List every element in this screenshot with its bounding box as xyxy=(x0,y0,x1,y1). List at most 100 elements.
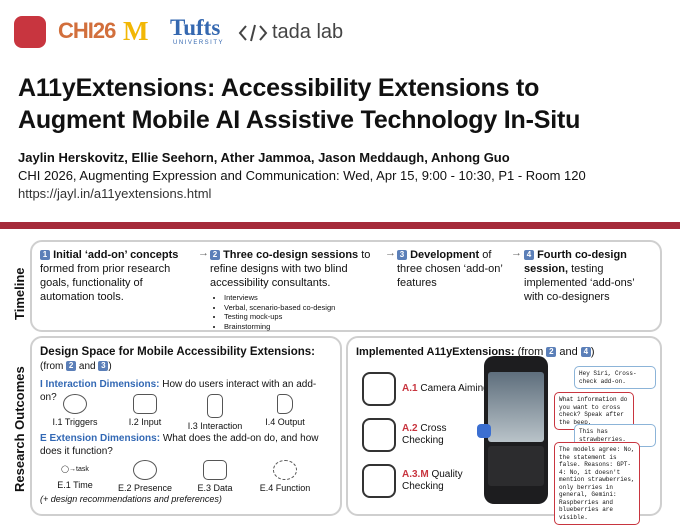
icon xyxy=(362,464,396,498)
step-text: testing implemented ‘add-ons’ with co-de… xyxy=(524,263,635,303)
url[interactable]: https://jayl.in/a11yextensions.html xyxy=(18,186,212,201)
arrow: → xyxy=(511,247,522,259)
from-refs: (from 2 and 3) xyxy=(40,360,112,373)
title-line: Augment Mobile AI Assistive Technology I… xyxy=(18,106,581,134)
ref-number: 2 xyxy=(66,361,77,371)
step-heading: Development xyxy=(410,249,480,261)
dimension-item: E.2 Presence xyxy=(110,460,180,493)
from-suffix: ) xyxy=(108,361,112,372)
arrow: → xyxy=(198,247,209,259)
step-text: formed from prior research goals, functi… xyxy=(40,263,171,303)
panel-title: Design Space for Mobile Accessibility Ex… xyxy=(40,346,330,358)
phone-panel xyxy=(488,446,544,486)
extension-item: A.1 Camera Aiming xyxy=(362,372,489,406)
dimension-item: ◯→task E.1 Time xyxy=(40,460,110,493)
tada-logo: tada lab xyxy=(272,21,344,43)
icon xyxy=(273,460,297,480)
dimension-item: I.2 Input xyxy=(110,394,180,431)
chat-bubble: The models agree: No, the statement is f… xyxy=(554,442,640,525)
step-text: of three chosen ‘add-on’ features xyxy=(397,249,503,289)
dimension-item: I.4 Output xyxy=(250,394,320,431)
umich-logo: M xyxy=(123,16,149,46)
item-label: E.4 Function xyxy=(259,483,311,493)
step: 2 Three co-design sessions to refine des… xyxy=(210,248,390,331)
extension-item: A.3.M Quality Checking xyxy=(362,464,472,498)
section-label: Research Outcomes xyxy=(12,366,27,492)
extension-label: A.3.M Quality Checking xyxy=(402,469,472,493)
title: A11yExtensions: Accessibility Extensions… xyxy=(18,72,580,136)
bullet-list: Interviews Verbal, scenario-based co-des… xyxy=(218,293,390,331)
bullet: Verbal, scenario-based co-design xyxy=(224,303,390,313)
step-heading: Fourth co-design session, xyxy=(524,249,627,275)
title-line: A11yExtensions: Accessibility Extensions… xyxy=(18,74,540,102)
name: Quality Checking xyxy=(402,469,463,492)
arrow: → xyxy=(385,247,396,259)
icon xyxy=(63,394,87,414)
venue: CHI 2026, Augmenting Expression and Comm… xyxy=(18,168,586,183)
name: Cross Checking xyxy=(402,423,447,446)
bullet: Brainstorming xyxy=(224,322,390,332)
icon xyxy=(362,418,396,452)
code: A.2 xyxy=(402,423,418,434)
timeline-box xyxy=(30,240,662,332)
phone xyxy=(484,356,548,504)
step-number: 1 xyxy=(40,250,50,260)
tada-icon xyxy=(238,24,268,42)
item-row: I.1 Triggers I.2 Input I.3 Interaction I… xyxy=(40,394,320,431)
item-label: E.1 Time xyxy=(57,480,93,490)
icon-text: task xyxy=(76,466,89,473)
from-prefix: (from xyxy=(40,361,64,372)
panel-title: Implemented A11yExtensions: (from 2 and … xyxy=(356,346,595,358)
dimension-item: E.3 Data xyxy=(180,460,250,493)
authors: Jaylin Herskovitz, Ellie Seehorn, Ather … xyxy=(18,150,510,165)
bullet: Interviews xyxy=(224,293,390,303)
dimension-heading: E Extension Dimensions: What does the ad… xyxy=(40,432,330,458)
ref-number: 4 xyxy=(580,347,591,357)
from-prefix: (from xyxy=(517,346,544,358)
item-label: I.3 Interaction xyxy=(187,421,243,431)
extension-label: A.2 Cross Checking xyxy=(402,423,462,447)
step-number: 2 xyxy=(210,250,220,260)
item-label: I.1 Triggers xyxy=(52,417,98,427)
dimension-item: E.4 Function xyxy=(250,460,320,493)
step-text: to refine designs with two blind accessi… xyxy=(210,249,371,289)
icon xyxy=(277,394,293,414)
name: Camera Aiming xyxy=(420,383,489,394)
item-label: E.3 Data xyxy=(197,483,233,493)
panel-title-text: Design Space for Mobile Accessibility Ex… xyxy=(40,346,316,358)
icon xyxy=(362,372,396,406)
bullet: Testing mock-ups xyxy=(224,312,390,322)
section-label: Timeline xyxy=(12,267,27,320)
icon xyxy=(207,394,223,418)
item-row: ◯→task E.1 Time E.2 Presence E.3 Data E.4… xyxy=(40,460,320,493)
step-heading: Initial ‘add-on’ concepts xyxy=(53,249,179,261)
item-label: I.2 Input xyxy=(128,417,162,427)
divider xyxy=(0,222,680,229)
camera-view xyxy=(488,372,544,442)
dimension-heading: I Interaction Dimensions: How do users i… xyxy=(40,378,330,404)
dimension-label: I Interaction Dimensions: xyxy=(40,379,160,390)
icon: ◯→task xyxy=(61,466,89,473)
dimension-item: I.1 Triggers xyxy=(40,394,110,431)
panel-title-text: Implemented A11yExtensions: xyxy=(356,346,515,358)
note: (+ design recommendations and preference… xyxy=(40,494,222,504)
from-suffix: ) xyxy=(590,346,595,358)
tufts-subtitle: UNIVERSITY xyxy=(173,40,225,46)
dimension-label: E Extension Dimensions: xyxy=(40,433,161,444)
chi-logo: CHI26 xyxy=(58,18,116,43)
ref-number: 2 xyxy=(546,347,557,357)
dimension-question: What does the add-on do, and how does it… xyxy=(40,433,319,457)
step-heading: Three co-design sessions xyxy=(223,249,359,261)
item-label: I.4 Output xyxy=(265,417,305,427)
from-joiner: and xyxy=(559,346,578,358)
extension-item: A.2 Cross Checking xyxy=(362,418,472,452)
icon xyxy=(133,394,157,414)
icon xyxy=(203,460,227,480)
step: 3 Development of three chosen ‘add-on’ f… xyxy=(397,248,509,290)
item-label: E.2 Presence xyxy=(117,483,173,493)
add-on-button xyxy=(477,424,491,438)
tufts-logo: Tufts xyxy=(170,15,221,40)
icon xyxy=(133,460,157,480)
dimension-question: How do users interact with an add-on? xyxy=(40,379,317,403)
